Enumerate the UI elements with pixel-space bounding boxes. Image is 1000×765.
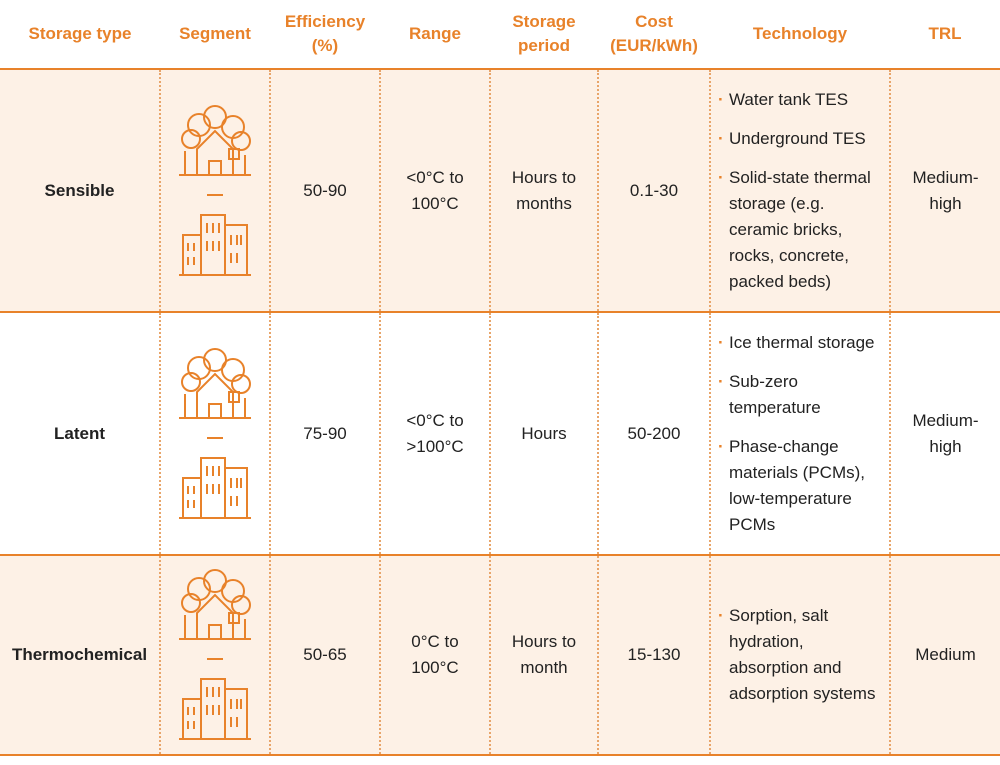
table-row: Sensible 50-90 <0°C to 100°C Hours to month… <box>0 69 1000 313</box>
trl: Medium <box>889 555 1000 756</box>
trl: Medium-high <box>889 312 1000 556</box>
header-cell: Cost (EUR/kWh) <box>598 0 710 70</box>
header-cell: Segment <box>160 0 270 70</box>
segment-icon <box>179 348 251 520</box>
range: <0°C to 100°C <box>379 69 490 313</box>
technology-item: Sub-zero temperature <box>718 369 883 421</box>
storage-period: Hours to month <box>489 555 598 756</box>
storage-type: Latent <box>0 312 160 556</box>
cost: 15-130 <box>597 555 710 756</box>
header-cell: Range <box>380 0 490 70</box>
technology-item: Solid-state thermal storage (e.g. cerami… <box>718 165 883 295</box>
storage-period: Hours <box>489 312 598 556</box>
cost: 50-200 <box>597 312 710 556</box>
header-cell: TRL <box>890 0 1000 70</box>
header-row: Storage type Segment Efficiency (%) Range St… <box>0 0 1000 70</box>
technology-cell: Ice thermal storage Sub-zero temperature P… <box>709 312 890 556</box>
technology-item: Underground TES <box>718 126 883 152</box>
technology-cell: Sorption, salt hydration, absorption and… <box>709 555 890 756</box>
table-body: Sensible 50-90 <0°C to 100°C Hours to month… <box>0 69 1000 756</box>
technology-cell: Water tank TES Underground TES Solid-state… <box>709 69 890 313</box>
technology-item: Phase-change materials (PCMs), low-tempe… <box>718 434 883 538</box>
storage-type: Sensible <box>0 69 160 313</box>
range: <0°C to >100°C <box>379 312 490 556</box>
storage-period: Hours to months <box>489 69 598 313</box>
technology-item: Water tank TES <box>718 87 883 113</box>
efficiency: 50-65 <box>269 555 380 756</box>
trl: Medium-high <box>889 69 1000 313</box>
table-row: Thermochemical 50-65 0°C to 100°C Hours to … <box>0 555 1000 756</box>
header-cell: Storage type <box>0 0 160 70</box>
segment-icon <box>179 105 251 277</box>
segment-icon <box>179 569 251 741</box>
header-cell: Storage period <box>490 0 598 70</box>
segment-cell <box>159 69 270 313</box>
technology-item: Ice thermal storage <box>718 330 883 356</box>
range: 0°C to 100°C <box>379 555 490 756</box>
storage-type: Thermochemical <box>0 555 160 756</box>
segment-cell <box>159 555 270 756</box>
header-cell: Efficiency (%) <box>270 0 380 70</box>
header-cell: Technology <box>710 0 890 70</box>
cost: 0.1-30 <box>597 69 710 313</box>
efficiency: 50-90 <box>269 69 380 313</box>
segment-cell <box>159 312 270 556</box>
efficiency: 75-90 <box>269 312 380 556</box>
technology-item: Sorption, salt hydration, absorption and… <box>718 603 883 707</box>
